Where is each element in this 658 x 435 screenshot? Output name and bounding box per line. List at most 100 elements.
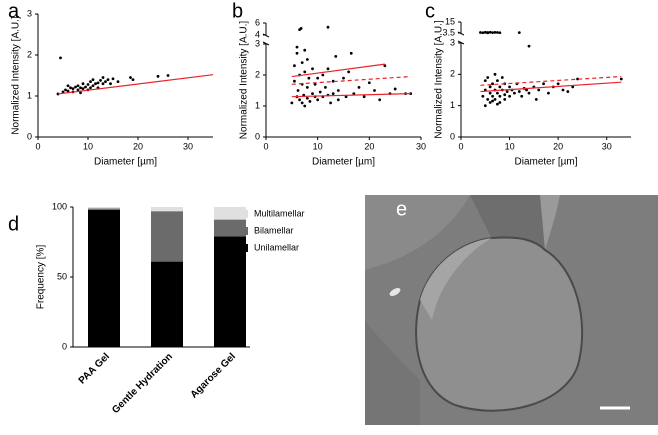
- point: [109, 82, 112, 86]
- point: [517, 31, 521, 35]
- axis-break: [262, 41, 270, 46]
- point: [547, 91, 550, 95]
- point: [344, 95, 348, 99]
- point: [488, 101, 492, 104]
- point: [76, 84, 80, 88]
- fit-line: [291, 93, 411, 98]
- panel-label: b: [232, 0, 243, 22]
- y-tick-label: 1: [450, 100, 455, 110]
- fit-line: [480, 81, 622, 93]
- y-tick-label: 0: [255, 131, 260, 141]
- point: [534, 98, 538, 101]
- point: [503, 98, 507, 101]
- point: [326, 25, 330, 29]
- point: [300, 61, 304, 64]
- point: [566, 90, 570, 93]
- point: [69, 86, 72, 90]
- point: [336, 89, 340, 92]
- point: [352, 92, 356, 95]
- point: [293, 79, 296, 83]
- x-tick-label: 10: [313, 141, 323, 151]
- legend-swatch: [238, 227, 248, 235]
- point: [316, 98, 320, 102]
- y-tick-label: 0: [62, 341, 67, 351]
- point: [303, 104, 307, 108]
- y-tick-label: 100: [52, 201, 67, 211]
- y-axis-label: Normalized Intensity [A.U.]: [239, 21, 250, 140]
- point: [493, 31, 497, 34]
- x-tick-label: Gentle Hydration: [110, 351, 175, 416]
- point: [321, 73, 325, 77]
- point: [324, 86, 327, 89]
- point: [491, 31, 494, 35]
- y-tick-label: 2: [255, 69, 260, 79]
- point: [491, 99, 494, 103]
- point: [508, 94, 511, 98]
- point: [383, 64, 387, 68]
- point: [66, 84, 70, 88]
- y-tick-label: 0: [27, 131, 32, 141]
- point: [488, 91, 492, 95]
- bar-segment: [151, 207, 183, 212]
- point: [479, 31, 482, 34]
- y-tick-label: 15: [445, 16, 455, 26]
- point: [307, 76, 311, 80]
- x-axis-label: Diameter [µm]: [94, 157, 157, 168]
- point: [311, 67, 314, 71]
- point: [527, 44, 531, 48]
- point: [537, 88, 541, 92]
- point: [111, 77, 115, 81]
- point: [305, 86, 309, 89]
- point: [94, 82, 97, 86]
- point: [300, 101, 304, 105]
- x-tick-label: 30: [416, 141, 426, 151]
- point: [498, 101, 502, 104]
- point: [79, 91, 82, 95]
- point: [493, 72, 497, 76]
- x-tick-label: 20: [364, 141, 374, 151]
- point: [104, 80, 107, 84]
- y-axis-label: Frequency [%]: [36, 245, 47, 310]
- y-tick-label: 6: [255, 17, 260, 27]
- micrograph: [365, 195, 658, 425]
- panel-label: a: [8, 0, 20, 22]
- panel-label: e: [396, 198, 407, 220]
- point: [393, 87, 397, 91]
- point: [483, 30, 487, 34]
- fit-line: [291, 75, 411, 85]
- point: [313, 82, 317, 86]
- point: [481, 31, 485, 35]
- point: [76, 88, 80, 92]
- bar-segment: [88, 209, 120, 347]
- point: [295, 51, 299, 55]
- point: [303, 48, 307, 52]
- point: [488, 85, 492, 89]
- point: [373, 89, 376, 92]
- x-tick-label: PAA Gel: [77, 351, 112, 386]
- point: [129, 76, 132, 79]
- x-tick-label: 10: [83, 141, 93, 151]
- x-axis-label: Diameter [µm]: [312, 157, 375, 168]
- legend-label: Multilamellar: [254, 208, 305, 218]
- point: [362, 95, 366, 99]
- point: [59, 56, 62, 60]
- point: [486, 76, 490, 79]
- point: [295, 45, 299, 49]
- point: [342, 76, 345, 80]
- point: [576, 77, 579, 81]
- legend-label: Bilamellar: [254, 225, 294, 235]
- point: [331, 92, 335, 95]
- point: [131, 78, 135, 81]
- y-tick-label: 1: [27, 90, 32, 100]
- y-tick-label: 3: [450, 37, 455, 47]
- point: [349, 51, 353, 55]
- point: [305, 96, 309, 100]
- point: [481, 94, 485, 98]
- point: [326, 67, 330, 71]
- y-axis-label: Normalized Intensity [A.U.]: [434, 20, 445, 139]
- point: [498, 94, 502, 98]
- axis-break: [457, 40, 465, 45]
- point: [293, 64, 296, 68]
- point: [496, 79, 499, 82]
- point: [318, 90, 322, 94]
